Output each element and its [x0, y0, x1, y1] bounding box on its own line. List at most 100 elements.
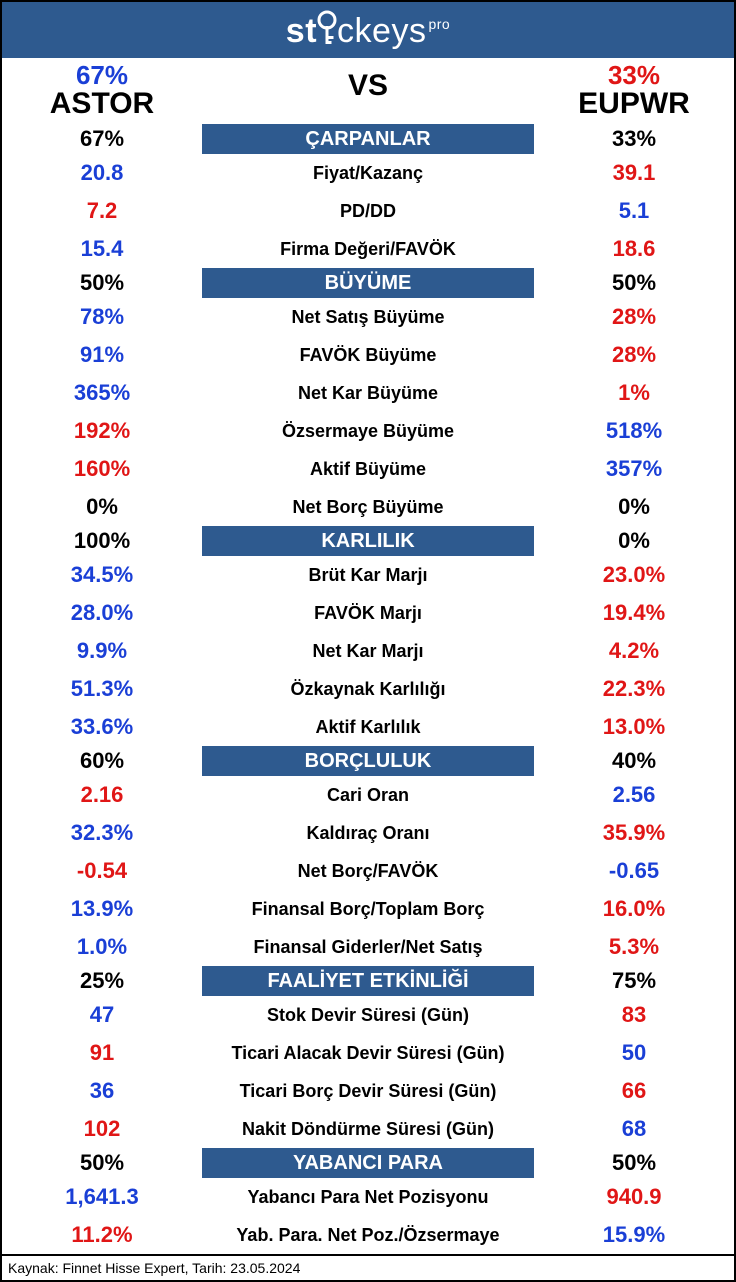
section-right-pct: 50%	[534, 270, 734, 296]
section-left-pct: 25%	[2, 968, 202, 994]
metric-row: 13.9%Finansal Borç/Toplam Borç16.0%	[2, 890, 734, 928]
metric-left-value: 33.6%	[2, 714, 202, 740]
metric-left-value: 102	[2, 1116, 202, 1142]
section-left-pct: 67%	[2, 126, 202, 152]
metric-row: 0%Net Borç Büyüme0%	[2, 488, 734, 526]
section-right-pct: 33%	[534, 126, 734, 152]
metric-label: Cari Oran	[202, 785, 534, 806]
metric-row: 160%Aktif Büyüme357%	[2, 450, 734, 488]
section-header: 67%ÇARPANLAR33%	[2, 124, 734, 154]
metric-label: Net Borç Büyüme	[202, 497, 534, 518]
metric-left-value: 20.8	[2, 160, 202, 186]
metric-right-value: 5.1	[534, 198, 734, 224]
metric-left-value: -0.54	[2, 858, 202, 884]
metric-right-value: 28%	[534, 342, 734, 368]
metric-left-value: 15.4	[2, 236, 202, 262]
metric-label: Net Kar Büyüme	[202, 383, 534, 404]
metric-left-value: 34.5%	[2, 562, 202, 588]
metric-row: 1,641.3Yabancı Para Net Pozisyonu940.9	[2, 1178, 734, 1216]
metric-left-value: 7.2	[2, 198, 202, 224]
metric-right-value: 0%	[534, 494, 734, 520]
metric-label: Finansal Giderler/Net Satış	[202, 937, 534, 958]
metric-row: 1.0%Finansal Giderler/Net Satış5.3%	[2, 928, 734, 966]
metric-right-value: 22.3%	[534, 676, 734, 702]
comparison-card: stckeyspro 67% 33% ASTOR VS EUPWR 67%ÇAR…	[0, 0, 736, 1282]
metric-row: 365%Net Kar Büyüme1%	[2, 374, 734, 412]
metric-label: Nakit Döndürme Süresi (Gün)	[202, 1119, 534, 1140]
metric-right-value: 39.1	[534, 160, 734, 186]
metric-row: -0.54Net Borç/FAVÖK-0.65	[2, 852, 734, 890]
metric-left-value: 11.2%	[2, 1222, 202, 1248]
metric-right-value: 5.3%	[534, 934, 734, 960]
footer-source: Kaynak: Finnet Hisse Expert, Tarih: 23.0…	[2, 1254, 734, 1280]
metric-label: Net Satış Büyüme	[202, 307, 534, 328]
metric-left-value: 47	[2, 1002, 202, 1028]
metric-row: 33.6%Aktif Karlılık13.0%	[2, 708, 734, 746]
metric-left-value: 0%	[2, 494, 202, 520]
metric-row: 47Stok Devir Süresi (Gün)83	[2, 996, 734, 1034]
metric-row: 91Ticari Alacak Devir Süresi (Gün)50	[2, 1034, 734, 1072]
section-left-pct: 100%	[2, 528, 202, 554]
section-header: 60%BORÇLULUK40%	[2, 746, 734, 776]
metric-left-value: 28.0%	[2, 600, 202, 626]
metric-left-value: 51.3%	[2, 676, 202, 702]
metric-left-value: 1,641.3	[2, 1184, 202, 1210]
metric-right-value: 66	[534, 1078, 734, 1104]
metric-label: Finansal Borç/Toplam Borç	[202, 899, 534, 920]
metric-right-value: 357%	[534, 456, 734, 482]
metric-label: Aktif Büyüme	[202, 459, 534, 480]
metric-row: 51.3%Özkaynak Karlılığı22.3%	[2, 670, 734, 708]
metric-label: Firma Değeri/FAVÖK	[202, 239, 534, 260]
metric-left-value: 91%	[2, 342, 202, 368]
sections-container: 67%ÇARPANLAR33%20.8Fiyat/Kazanç39.17.2PD…	[2, 124, 734, 1254]
metric-label: FAVÖK Marjı	[202, 603, 534, 624]
metric-row: 9.9%Net Kar Marjı4.2%	[2, 632, 734, 670]
metric-label: Yab. Para. Net Poz./Özsermaye	[202, 1225, 534, 1246]
metric-left-value: 192%	[2, 418, 202, 444]
metric-right-value: 68	[534, 1116, 734, 1142]
left-ticker: ASTOR	[2, 87, 202, 121]
metric-label: Stok Devir Süresi (Gün)	[202, 1005, 534, 1026]
metric-row: 34.5%Brüt Kar Marjı23.0%	[2, 556, 734, 594]
metric-row: 36Ticari Borç Devir Süresi (Gün)66	[2, 1072, 734, 1110]
section-header: 100%KARLILIK0%	[2, 526, 734, 556]
metric-row: 28.0%FAVÖK Marjı19.4%	[2, 594, 734, 632]
overall-left-score: 67%	[2, 60, 202, 91]
metric-row: 7.2PD/DD5.1	[2, 192, 734, 230]
metric-label: Ticari Alacak Devir Süresi (Gün)	[202, 1043, 534, 1064]
section-right-pct: 40%	[534, 748, 734, 774]
metric-right-value: 83	[534, 1002, 734, 1028]
section-title: YABANCI PARA	[202, 1148, 534, 1178]
metric-right-value: 50	[534, 1040, 734, 1066]
metric-left-value: 9.9%	[2, 638, 202, 664]
metric-row: 78%Net Satış Büyüme28%	[2, 298, 734, 336]
metric-right-value: 15.9%	[534, 1222, 734, 1248]
metric-right-value: -0.65	[534, 858, 734, 884]
metric-label: Ticari Borç Devir Süresi (Gün)	[202, 1081, 534, 1102]
metric-label: PD/DD	[202, 201, 534, 222]
section-title: FAALİYET ETKİNLİĞİ	[202, 966, 534, 996]
metric-left-value: 36	[2, 1078, 202, 1104]
section-header: 25%FAALİYET ETKİNLİĞİ75%	[2, 966, 734, 996]
metric-right-value: 28%	[534, 304, 734, 330]
metric-right-value: 2.56	[534, 782, 734, 808]
metric-label: Kaldıraç Oranı	[202, 823, 534, 844]
section-title: ÇARPANLAR	[202, 124, 534, 154]
section-title: KARLILIK	[202, 526, 534, 556]
overall-right-score: 33%	[534, 60, 734, 91]
metric-row: 91%FAVÖK Büyüme28%	[2, 336, 734, 374]
metric-left-value: 365%	[2, 380, 202, 406]
metric-right-value: 18.6	[534, 236, 734, 262]
metric-row: 32.3%Kaldıraç Oranı35.9%	[2, 814, 734, 852]
metric-left-value: 32.3%	[2, 820, 202, 846]
section-left-pct: 60%	[2, 748, 202, 774]
metric-label: Brüt Kar Marjı	[202, 565, 534, 586]
metric-label: FAVÖK Büyüme	[202, 345, 534, 366]
metric-label: Aktif Karlılık	[202, 717, 534, 738]
metric-label: Özkaynak Karlılığı	[202, 679, 534, 700]
metric-right-value: 518%	[534, 418, 734, 444]
metric-right-value: 19.4%	[534, 600, 734, 626]
metric-left-value: 1.0%	[2, 934, 202, 960]
metric-row: 20.8Fiyat/Kazanç39.1	[2, 154, 734, 192]
metric-right-value: 13.0%	[534, 714, 734, 740]
